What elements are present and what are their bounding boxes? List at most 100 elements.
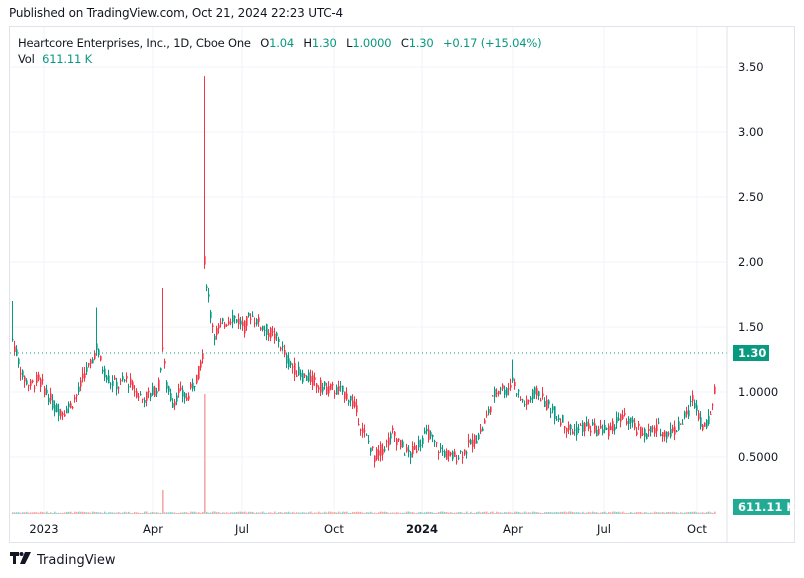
- candle-body: [204, 256, 206, 265]
- volume-bar: [430, 512, 432, 514]
- candle-body: [674, 426, 676, 435]
- volume-bar: [472, 512, 474, 514]
- chart-legend: Heartcore Enterprises, Inc., 1D, Cboe On…: [18, 35, 542, 67]
- volume-bar: [216, 512, 218, 514]
- price-axis[interactable]: 3.50 3.00 2.50 2.00 1.50 1.0000 0.5000 1.30 611.…: [733, 60, 796, 515]
- candle-body: [206, 286, 208, 288]
- price-tick-label: 1.50: [738, 320, 764, 334]
- candle-body: [192, 382, 194, 389]
- footer-branding[interactable]: TradingView: [10, 552, 116, 568]
- volume-bar: [462, 512, 464, 514]
- volume-bar: [208, 512, 210, 514]
- volume-bar: [424, 512, 426, 514]
- volume-bar: [88, 512, 90, 514]
- candle-body: [278, 338, 280, 343]
- volume-bar: [158, 512, 160, 514]
- volume-bar: [176, 512, 178, 514]
- volume-badge-text: 611.11 K: [738, 500, 796, 514]
- candle-body: [288, 358, 290, 367]
- candle-body: [84, 373, 86, 379]
- candle-body: [14, 346, 16, 352]
- candle-body: [530, 397, 532, 400]
- candle-body: [108, 375, 110, 384]
- candle-body: [564, 426, 566, 429]
- volume-bar: [394, 512, 396, 514]
- candle-body: [28, 385, 30, 387]
- volume-bar: [546, 512, 548, 514]
- candle-body: [402, 441, 404, 448]
- candle-body: [178, 388, 180, 393]
- candle-body: [424, 430, 426, 434]
- volume-bar: [44, 512, 46, 514]
- volume-bar: [366, 512, 368, 514]
- volume-bar: [384, 511, 386, 514]
- candle-body: [682, 423, 684, 425]
- candle-body: [572, 431, 574, 435]
- candle-body: [644, 429, 646, 437]
- candle-body: [172, 403, 174, 408]
- candle-body: [406, 447, 408, 452]
- candle-body: [444, 451, 446, 458]
- volume-bar: [228, 512, 230, 514]
- volume-bar: [422, 512, 424, 514]
- candle-body: [670, 428, 672, 437]
- candle-body: [64, 414, 66, 417]
- volume-bar: [654, 511, 656, 514]
- volume-bar: [72, 512, 74, 514]
- candle-body: [544, 401, 546, 407]
- volume-bar: [36, 512, 38, 514]
- candle-body: [232, 315, 234, 323]
- candle-body: [570, 424, 572, 430]
- candle-body: [168, 386, 170, 392]
- candle-body: [432, 435, 434, 437]
- time-axis[interactable]: 2023 Apr Jul Oct 2024 Apr Jul Oct: [29, 522, 707, 536]
- candle-body: [280, 347, 282, 350]
- candle-body: [36, 374, 38, 383]
- candle-body: [18, 358, 20, 365]
- volume-bar: [38, 512, 40, 514]
- candle-body: [246, 316, 248, 326]
- candle-body: [216, 327, 218, 336]
- volume-bar: [556, 512, 558, 514]
- candle-body: [556, 419, 558, 421]
- volume-bar: [304, 512, 306, 514]
- candle-body: [126, 375, 128, 379]
- candle-body: [622, 414, 624, 419]
- volume-bar: [28, 512, 30, 514]
- volume-bar: [132, 512, 134, 514]
- candle-body: [298, 366, 300, 376]
- candle-body: [706, 419, 708, 428]
- volume-bar: [578, 512, 580, 514]
- candle-body: [396, 439, 398, 446]
- volume-bar: [314, 512, 316, 514]
- legend-low-label: L: [346, 36, 353, 50]
- candle-body: [584, 423, 586, 432]
- volume-bar: [162, 490, 164, 514]
- candle-body: [100, 356, 102, 361]
- candle-body: [12, 339, 14, 341]
- candle-body: [654, 428, 656, 434]
- volume-bar: [196, 512, 198, 514]
- volume-bar: [190, 511, 192, 514]
- volume-bar: [56, 512, 58, 514]
- volume-bar: [408, 511, 410, 514]
- volume-bar: [502, 512, 504, 514]
- legend-symbol[interactable]: Heartcore Enterprises, Inc., 1D, Cboe On…: [18, 36, 251, 50]
- volume-bar: [292, 511, 294, 514]
- volume-bar: [222, 512, 224, 514]
- candle-body: [208, 294, 210, 297]
- volume-bar: [456, 512, 458, 514]
- time-tick-label: Apr: [143, 522, 163, 536]
- volume-bar: [172, 512, 174, 514]
- candle-body: [510, 385, 512, 388]
- candle-body: [116, 381, 118, 390]
- volume-bar: [626, 512, 628, 514]
- candle-body: [174, 401, 176, 406]
- volume-bar: [560, 511, 562, 514]
- volume-bar: [704, 512, 706, 514]
- candle-body: [152, 386, 154, 395]
- candle-body: [144, 400, 146, 403]
- volume-bar: [464, 512, 466, 514]
- candle-body: [400, 439, 402, 448]
